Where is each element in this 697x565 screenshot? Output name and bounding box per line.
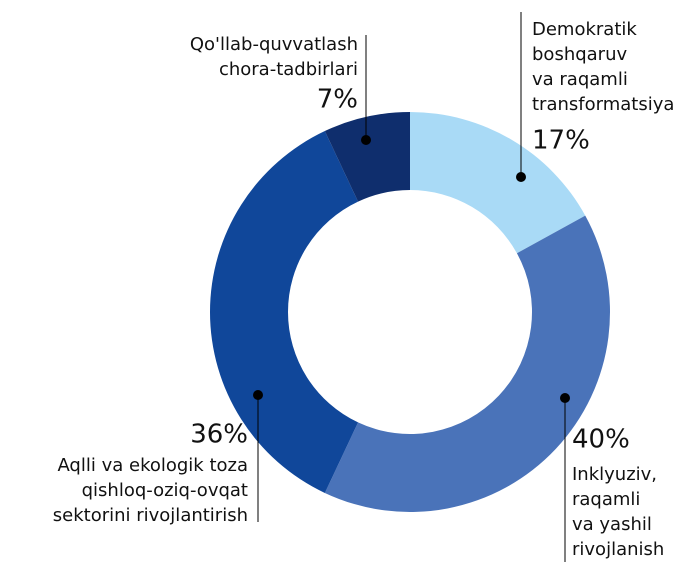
donut-segment [410,112,586,254]
segment-label: va raqamli [532,69,628,90]
segment-label: Aqlli va ekologik toza [57,455,248,476]
segment-label: Qo'llab-quvvatlash [190,34,358,55]
leader-dot [560,393,570,403]
segment-label: boshqaruv [532,44,627,65]
value-label: 40% [572,425,630,455]
segment-label: sektorini rivojlantirish [53,505,248,526]
value-label: 36% [190,420,248,450]
donut-segment [324,215,610,512]
segment-label: raqamli [572,489,640,510]
segment-label: Demokratik [532,19,637,40]
segment-label: chora-tadbirlari [219,59,358,80]
leader-dot [516,172,526,182]
segment-label: rivojlanish [572,539,664,560]
leader-dot [361,135,371,145]
value-label: 17% [532,126,590,156]
leader-dot [253,390,263,400]
value-label: 7% [317,85,358,115]
segment-label: va yashil [572,514,652,535]
donut-segment [324,112,410,202]
donut-segment [209,131,359,493]
segment-label: transformatsiya [532,94,674,115]
segment-label: Inklyuziv, [572,464,657,485]
segment-label: qishloq-oziq-ovqat [82,480,248,501]
